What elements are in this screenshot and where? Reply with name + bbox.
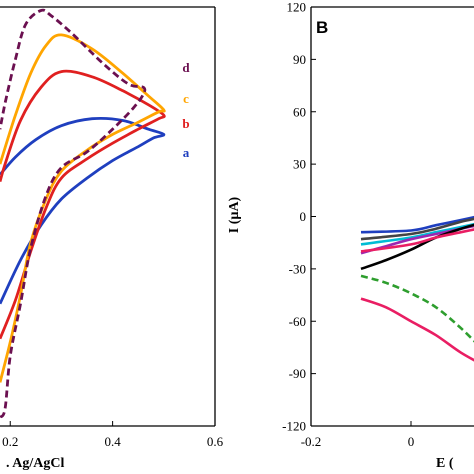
panel-a-plot: 0.2 0.4 0.6 . Ag/AgCl abc d xyxy=(0,6,224,471)
panel-b-label: B xyxy=(316,18,328,37)
panel-b-plot: 120 90 60 30 0 -30 -60 -90 -120-0.2 0 I (µA) E ( B xyxy=(227,0,474,471)
panel-a-series-label-a: a xyxy=(183,145,190,160)
panel-a-series-label-d: d xyxy=(182,60,190,75)
panel-b-series-7 xyxy=(360,274,474,343)
panel-b-y-tick-label: 30 xyxy=(293,157,306,172)
panel-b-y-tick-label: 0 xyxy=(300,209,307,224)
panel-b-y-tick-label: 120 xyxy=(287,0,307,15)
panel-b-y-tick-label: -90 xyxy=(289,366,306,381)
panel-a-series-label-c: c xyxy=(183,91,189,106)
panel-b-series-6 xyxy=(360,228,474,253)
panel-b-series-1 xyxy=(360,215,474,234)
panel-a-series-c xyxy=(0,33,166,383)
panel-a-series-b xyxy=(0,69,166,340)
panel-b-y-axis-title: I (µA) xyxy=(227,196,242,233)
panel-b-x-tick-label: -0.2 xyxy=(301,434,322,449)
panel-b-x-axis-title: E ( xyxy=(436,456,454,471)
panel-b-series-5 xyxy=(360,223,474,271)
panel-a-x-tick-label: 0.4 xyxy=(104,434,121,449)
panel-a-x-tick-label: 0.2 xyxy=(2,434,18,449)
panel-a-x-axis-title: . Ag/AgCl xyxy=(6,456,64,471)
panel-a-x-tick-label: 0.6 xyxy=(207,434,224,449)
panel-b-y-tick-label: 90 xyxy=(293,52,306,67)
panel-b-y-tick-label: 60 xyxy=(293,104,306,119)
panel-b-y-tick-label: -30 xyxy=(289,261,306,276)
panel-a-series-label-b: b xyxy=(182,116,189,131)
panel-b-x-tick-label: 0 xyxy=(408,434,415,449)
panel-b-series-2 xyxy=(360,217,474,241)
panel-b-y-tick-label: -120 xyxy=(282,419,306,434)
panel-b-series-8 xyxy=(360,297,474,362)
panel-b-y-tick-label: -60 xyxy=(289,314,306,329)
panel-a-series-a xyxy=(0,116,166,305)
panel-a-series-d xyxy=(0,8,147,419)
